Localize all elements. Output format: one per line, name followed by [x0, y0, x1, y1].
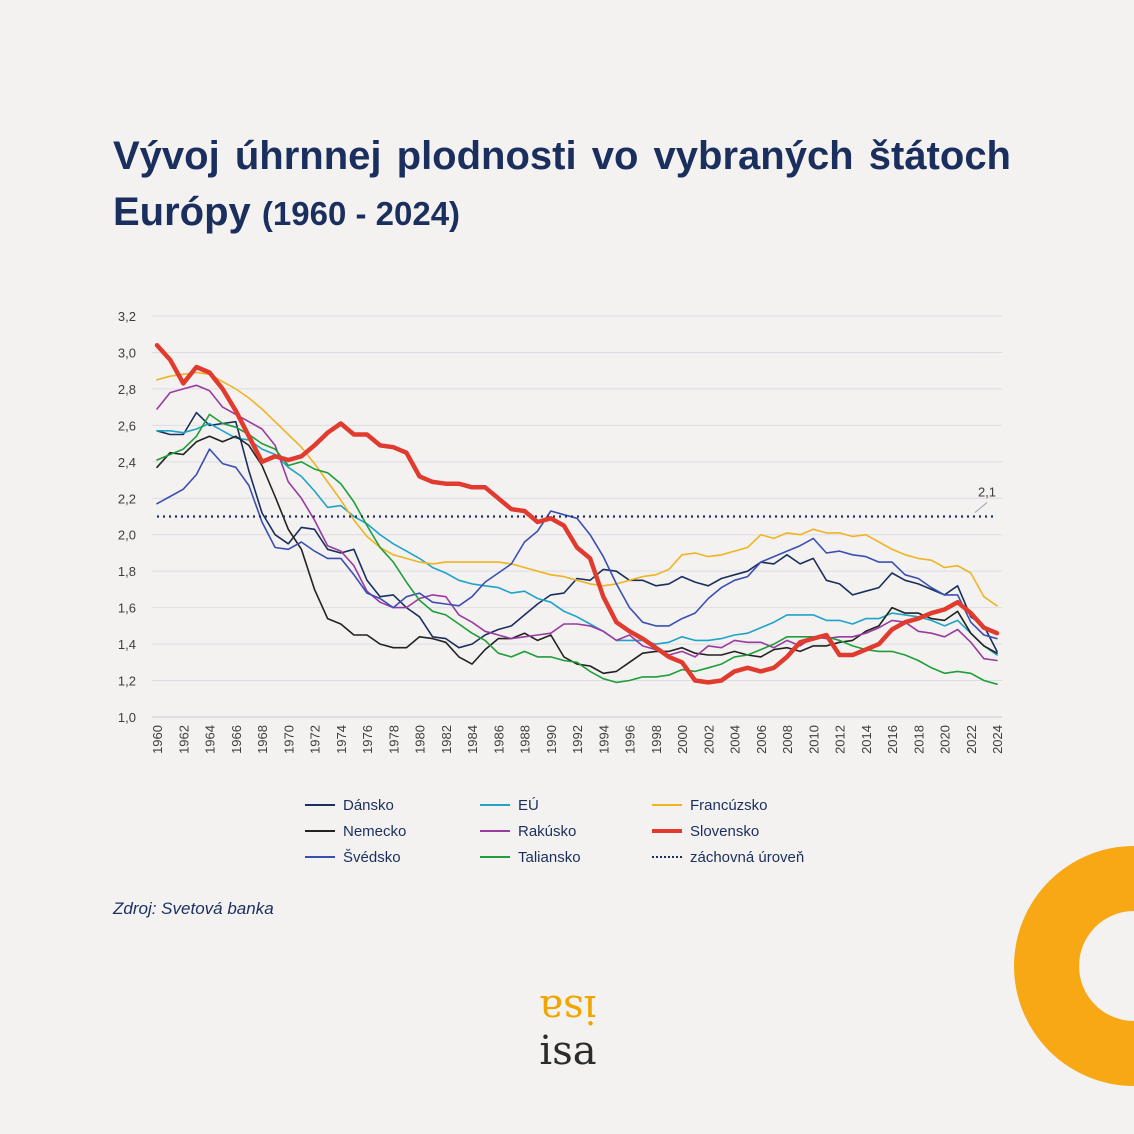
legend-label: Dánsko	[343, 796, 394, 814]
annotation-leader	[974, 502, 988, 513]
isa-logo: isa isa	[530, 986, 606, 1074]
page-title: Vývoj úhrnnej plodnosti vo vybraných štá…	[113, 128, 1011, 242]
chart-legend: Dánsko EÚ Francúzsko Nemecko Rakúsko Slovensk…	[305, 794, 865, 874]
legend-swatch	[652, 804, 682, 806]
x-tick-label: 2000	[675, 725, 690, 754]
legend-item: Dánsko	[305, 794, 394, 816]
legend-label: záchovná úroveň	[690, 848, 805, 866]
y-tick-label: 3,2	[118, 309, 136, 324]
legend-swatch	[305, 830, 335, 832]
y-axis: 1,0 1,2 1,4 1,6 1,8 2,0 2,2 2,4 2,6 2,8 3,0 3,2	[118, 309, 136, 725]
x-tick-label: 1988	[518, 725, 533, 754]
x-tick-label: 2008	[780, 725, 795, 754]
y-tick-label: 1,6	[118, 601, 136, 616]
x-tick-label: 2010	[806, 725, 821, 754]
legend-swatch	[480, 830, 510, 832]
title-years: (1960 - 2024)	[261, 195, 461, 232]
y-tick-label: 2,6	[118, 418, 136, 433]
legend-label: EÚ	[518, 796, 539, 814]
x-tick-label: 1998	[649, 725, 664, 754]
legend-swatch	[652, 856, 682, 858]
x-tick-label: 1996	[623, 725, 638, 754]
legend-label: Švédsko	[343, 848, 401, 866]
legend-label: Rakúsko	[518, 822, 577, 840]
x-tick-label: 1966	[229, 725, 244, 754]
x-tick-label: 1976	[360, 725, 375, 754]
legend-swatch	[305, 856, 335, 858]
series-line-taliansko	[156, 413, 998, 686]
logo-wordmark: isa	[539, 1028, 597, 1074]
x-tick-label: 1986	[491, 725, 506, 754]
x-tick-label: 1962	[176, 725, 191, 754]
y-tick-label: 2,0	[118, 528, 136, 543]
legend-swatch	[652, 829, 682, 833]
x-tick-label: 2018	[911, 725, 926, 754]
x-tick-label: 1984	[465, 725, 480, 754]
title-main: Vývoj úhrnnej plodnosti vo vybraných štá…	[113, 134, 1011, 234]
legend-item: Taliansko	[480, 846, 581, 868]
x-tick-label: 1960	[150, 725, 165, 754]
y-tick-label: 2,8	[118, 382, 136, 397]
legend-swatch	[305, 804, 335, 806]
x-tick-label: 2024	[990, 725, 1005, 754]
series-line-dánsko	[156, 411, 998, 653]
legend-label: Francúzsko	[690, 796, 768, 814]
y-tick-label: 2,4	[118, 455, 136, 470]
legend-item: Nemecko	[305, 820, 406, 842]
series-line-švédsko	[156, 448, 998, 640]
grid	[152, 315, 1002, 718]
decorative-ring	[1014, 846, 1134, 1086]
x-tick-label: 2004	[728, 725, 743, 754]
annotation-label: 2,1	[978, 485, 996, 500]
y-tick-label: 1,4	[118, 637, 136, 652]
x-tick-label: 1974	[334, 725, 349, 754]
x-tick-label: 1970	[281, 725, 296, 754]
series-line-slovensko	[154, 342, 1000, 685]
legend-label: Taliansko	[518, 848, 581, 866]
y-tick-label: 1,8	[118, 564, 136, 579]
y-tick-label: 3,0	[118, 345, 136, 360]
series-line-francúzsko	[156, 371, 998, 607]
legend-item: EÚ	[480, 794, 539, 816]
legend-label: Slovensko	[690, 822, 760, 840]
x-tick-label: 1972	[308, 725, 323, 754]
x-tick-label: 1980	[413, 725, 428, 754]
y-tick-label: 1,2	[118, 674, 136, 689]
x-tick-label: 1964	[203, 725, 218, 754]
x-tick-label: 2014	[859, 725, 874, 754]
x-tick-label: 1994	[596, 725, 611, 754]
x-tick-label: 1992	[570, 725, 585, 754]
legend-label: Nemecko	[343, 822, 407, 840]
y-tick-label: 2,2	[118, 491, 136, 506]
source-note: Zdroj: Svetová banka	[113, 899, 274, 918]
y-tick-label: 1,0	[118, 710, 136, 725]
x-tick-label: 2002	[701, 725, 716, 754]
legend-swatch	[480, 804, 510, 806]
x-tick-label: 2006	[754, 725, 769, 754]
x-tick-label: 1982	[439, 725, 454, 754]
line-chart: 1,0 1,2 1,4 1,6 1,8 2,0 2,2 2,4 2,6 2,8 3,0 3,2 196…	[118, 309, 1005, 754]
x-axis: 1960 1962 1964 1966 1968 1970 1972 1974 1976 1978…	[150, 725, 1005, 754]
x-tick-label: 2020	[938, 725, 953, 754]
series-line-nemecko	[156, 435, 998, 675]
series-line-rakúsko	[156, 384, 998, 662]
x-tick-label: 2012	[833, 725, 848, 754]
series-line-eú	[156, 422, 998, 656]
legend-item: záchovná úroveň	[652, 846, 804, 868]
x-tick-label: 1978	[386, 725, 401, 754]
annotations: 2,1	[974, 485, 996, 513]
legend-item: Švédsko	[305, 846, 401, 868]
x-tick-label: 2016	[885, 725, 900, 754]
orange-ring-arc	[1014, 846, 1134, 1086]
series-lines	[154, 342, 1000, 686]
legend-item: Rakúsko	[480, 820, 576, 842]
logo-mark-rotated: isa	[539, 986, 597, 1032]
x-tick-label: 1990	[544, 725, 559, 754]
legend-item: Francúzsko	[652, 794, 768, 816]
x-tick-label: 1968	[255, 725, 270, 754]
x-tick-label: 2022	[964, 725, 979, 754]
legend-swatch	[480, 856, 510, 858]
legend-item: Slovensko	[652, 820, 759, 842]
